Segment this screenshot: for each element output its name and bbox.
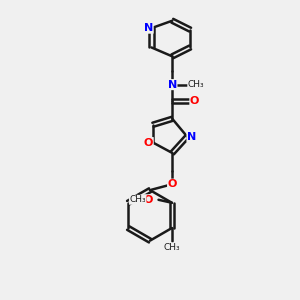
Text: O: O bbox=[190, 96, 199, 106]
Text: N: N bbox=[168, 80, 177, 90]
Text: O: O bbox=[143, 195, 153, 205]
Text: CH₃: CH₃ bbox=[129, 195, 146, 204]
Text: CH₃: CH₃ bbox=[164, 243, 180, 252]
Text: O: O bbox=[144, 138, 153, 148]
Text: N: N bbox=[187, 132, 196, 142]
Text: N: N bbox=[144, 23, 153, 33]
Text: CH₃: CH₃ bbox=[188, 80, 204, 89]
Text: O: O bbox=[168, 179, 177, 189]
